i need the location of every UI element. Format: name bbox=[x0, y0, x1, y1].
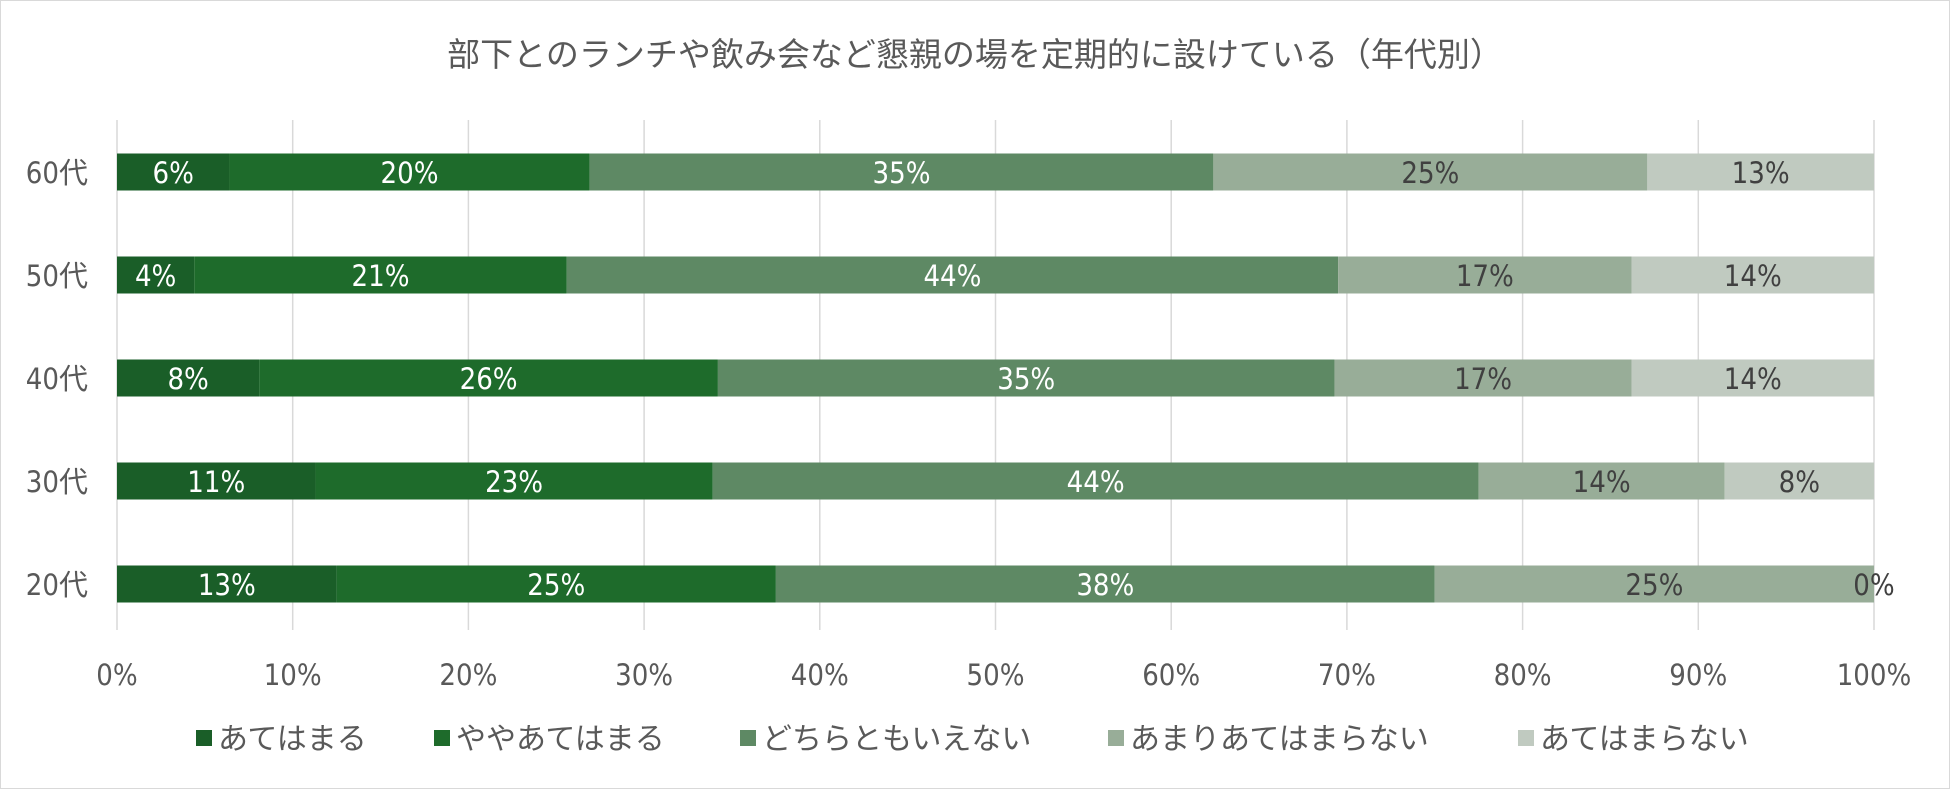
x-tick-label: 100% bbox=[1837, 658, 1912, 692]
legend-label: ややあてはまる bbox=[456, 722, 665, 757]
bar-segment bbox=[1478, 462, 1725, 500]
data-label: 21% bbox=[352, 259, 410, 293]
data-label: 35% bbox=[873, 156, 931, 190]
x-tick-label: 30% bbox=[615, 658, 673, 692]
legend-swatch bbox=[1108, 730, 1124, 746]
legend-swatch bbox=[196, 730, 212, 746]
legend-label: あてはまる bbox=[218, 722, 367, 757]
bar-segment bbox=[117, 565, 337, 603]
bar-segment bbox=[336, 565, 776, 603]
legend-label: どちらともいえない bbox=[762, 722, 1031, 757]
category-label: 30代 bbox=[26, 465, 88, 499]
data-label: 38% bbox=[1076, 568, 1134, 602]
bar-segment bbox=[1631, 256, 1874, 294]
data-label: 44% bbox=[1067, 465, 1125, 499]
bar-segment bbox=[1334, 359, 1632, 397]
bar-segment bbox=[229, 153, 590, 191]
x-tick-label: 40% bbox=[791, 658, 849, 692]
data-label: 23% bbox=[485, 465, 543, 499]
data-label: 35% bbox=[997, 362, 1055, 396]
bar-segment bbox=[117, 359, 260, 397]
data-label: 11% bbox=[187, 465, 245, 499]
legend-swatch bbox=[434, 730, 450, 746]
data-label: 8% bbox=[167, 362, 208, 396]
bar-segment bbox=[1724, 462, 1874, 500]
bar-segment bbox=[717, 359, 1335, 397]
legend-swatch bbox=[740, 730, 756, 746]
x-tick-label: 90% bbox=[1669, 658, 1727, 692]
x-tick-label: 80% bbox=[1494, 658, 1552, 692]
bar-segment bbox=[315, 462, 713, 500]
bar-segment bbox=[589, 153, 1214, 191]
bar-segment bbox=[117, 462, 316, 500]
data-label: 0% bbox=[1853, 568, 1894, 602]
data-label: 6% bbox=[153, 156, 194, 190]
bar-segment bbox=[194, 256, 567, 294]
x-tick-label: 70% bbox=[1318, 658, 1376, 692]
bar-segment bbox=[1213, 153, 1648, 191]
category-label: 60代 bbox=[26, 156, 88, 190]
legend-label: あまりあてはまらない bbox=[1130, 722, 1429, 757]
data-label: 4% bbox=[135, 259, 176, 293]
legend-swatch bbox=[1518, 730, 1534, 746]
chart-title: 部下とのランチや飲み会など懇親の場を定期的に設けている（年代別） bbox=[447, 35, 1503, 74]
bar-segment bbox=[566, 256, 1339, 294]
category-label: 20代 bbox=[26, 568, 88, 602]
bar-segment bbox=[117, 256, 195, 294]
data-label: 14% bbox=[1573, 465, 1631, 499]
data-label: 13% bbox=[198, 568, 256, 602]
data-label: 8% bbox=[1779, 465, 1820, 499]
data-label: 14% bbox=[1724, 259, 1782, 293]
x-tick-label: 60% bbox=[1142, 658, 1200, 692]
data-label: 14% bbox=[1724, 362, 1782, 396]
bar-segment bbox=[1434, 565, 1874, 603]
bar-segment bbox=[1647, 153, 1874, 191]
data-label: 25% bbox=[1401, 156, 1459, 190]
data-label: 17% bbox=[1456, 259, 1514, 293]
bar-segment bbox=[1338, 256, 1632, 294]
data-label: 26% bbox=[460, 362, 518, 396]
bar-segment bbox=[259, 359, 718, 397]
bar-segment bbox=[117, 153, 230, 191]
data-label: 17% bbox=[1454, 362, 1512, 396]
legend-label: あてはまらない bbox=[1540, 722, 1749, 757]
bar-segment bbox=[1631, 359, 1874, 397]
data-label: 20% bbox=[381, 156, 439, 190]
x-tick-label: 50% bbox=[967, 658, 1025, 692]
data-label: 25% bbox=[1625, 568, 1683, 602]
x-tick-label: 10% bbox=[264, 658, 322, 692]
x-tick-label: 20% bbox=[439, 658, 497, 692]
bar-segment bbox=[712, 462, 1479, 500]
data-label: 44% bbox=[923, 259, 981, 293]
x-tick-label: 0% bbox=[96, 658, 137, 692]
category-label: 40代 bbox=[26, 362, 88, 396]
data-label: 13% bbox=[1732, 156, 1790, 190]
bar-segment bbox=[775, 565, 1435, 603]
category-label: 50代 bbox=[26, 259, 88, 293]
data-label: 25% bbox=[527, 568, 585, 602]
